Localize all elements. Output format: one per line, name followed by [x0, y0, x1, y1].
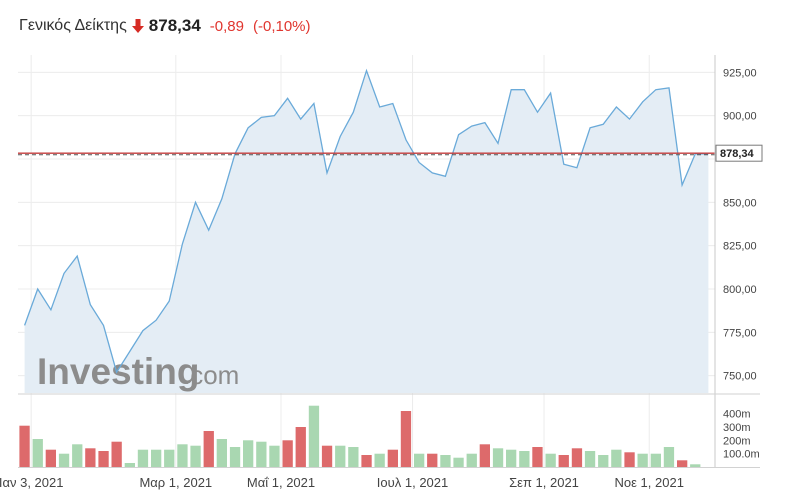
y-tick-label: 850,00 — [723, 197, 757, 209]
volume-bar — [85, 448, 96, 467]
volume-tick-label: 400m — [723, 409, 751, 421]
y-tick-label: 825,00 — [723, 241, 757, 253]
price-area — [24, 70, 709, 393]
volume-bar — [229, 447, 241, 467]
volume-bar — [58, 453, 70, 467]
volume-bar — [690, 464, 701, 467]
chart-frame — [18, 55, 760, 468]
index-change: -0,89 — [209, 17, 244, 35]
watermark-suffix: .com — [183, 360, 239, 390]
volume-bar — [650, 453, 661, 467]
last-price-label: 878,34 — [720, 148, 755, 160]
volume-bar — [282, 440, 293, 467]
volume-bar — [624, 452, 635, 467]
volume-bar — [571, 448, 583, 467]
volume-bar — [216, 439, 227, 467]
volume-bar — [453, 457, 464, 467]
volume-bar — [427, 453, 438, 467]
volume-bar — [190, 445, 201, 467]
x-tick-label: Νοε 1, 2021 — [615, 475, 684, 490]
volume-bar — [321, 445, 333, 467]
volume-bars — [19, 405, 701, 467]
volume-bar — [414, 453, 425, 467]
volume-tick-label: 300m — [723, 422, 751, 434]
volume-bar — [295, 427, 306, 467]
volume-tick-label: 100.0m — [723, 449, 760, 461]
y-tick-label: 925,00 — [723, 67, 757, 79]
volume-bar — [32, 439, 43, 467]
last-price-marker: 878,34 — [715, 144, 763, 162]
index-price: 878,34 — [148, 16, 201, 35]
volume-bar — [111, 441, 122, 467]
volume-bar — [374, 453, 385, 467]
x-tick-label: Ιαν 3, 2021 — [0, 475, 63, 490]
volume-bar — [677, 460, 688, 467]
volume-bar — [492, 448, 504, 467]
volume-bar — [308, 405, 320, 467]
volume-bar — [584, 451, 596, 467]
volume-bar — [203, 431, 214, 467]
x-axis: Ιαν 3, 2021 Μαρ 1, 2021 Μαΐ 1, 2021 Ιουλ 1,… — [0, 475, 684, 490]
volume-bar — [479, 444, 490, 467]
volume-bar — [45, 449, 56, 467]
price-line — [23, 68, 709, 374]
volume-bar — [243, 440, 254, 467]
watermark-brand: Investing — [37, 351, 199, 392]
volume-bar — [19, 425, 30, 467]
volume-bar — [400, 411, 412, 467]
investing-watermark: Investing .com — [37, 351, 239, 392]
volume-tick-label: 200m — [723, 435, 751, 447]
quote-header: Γενικός Δείκτης 878,34 -0,89 (-0,10%) — [19, 13, 311, 39]
volume-bar — [361, 455, 372, 467]
last-price-line — [18, 152, 715, 156]
index-name: Γενικός Δείκτης — [19, 17, 127, 34]
volume-bar — [269, 445, 280, 467]
volume-bar — [98, 451, 109, 467]
volume-bar — [519, 451, 530, 467]
index-change-percent: (-0,10%) — [252, 17, 311, 35]
volume-bar — [598, 455, 609, 467]
y-tick-label: 775,00 — [723, 327, 757, 339]
volume-bar — [151, 449, 162, 467]
volume-bar — [532, 447, 543, 467]
x-tick-label: Ιουλ 1, 2021 — [377, 475, 448, 490]
y-tick-label: 800,00 — [723, 284, 757, 296]
x-tick-label: Σεπ 1, 2021 — [509, 475, 579, 490]
volume-bar — [611, 449, 622, 467]
volume-bar — [177, 444, 188, 467]
volume-bar — [637, 453, 648, 467]
volume-bar — [387, 449, 398, 467]
y-tick-label: 900,00 — [723, 111, 757, 123]
volume-bar — [506, 449, 517, 467]
volume-bar — [466, 453, 477, 467]
x-tick-label: Μαρ 1, 2021 — [139, 475, 212, 490]
y-axis: 750,00 775,00 800,00 825,00 850,00 900,00 925,… — [723, 67, 757, 382]
volume-bar — [72, 444, 83, 467]
volume-bar — [545, 453, 556, 467]
volume-bar — [164, 449, 175, 467]
volume-bar — [348, 447, 359, 467]
arrow-down-icon — [131, 19, 144, 33]
volume-bar — [558, 455, 569, 467]
volume-bar — [137, 449, 149, 467]
y-tick-label: 750,00 — [723, 371, 757, 383]
volume-bar — [663, 447, 675, 467]
volume-bar — [124, 463, 135, 467]
x-tick-label: Μαΐ 1, 2021 — [247, 475, 315, 490]
volume-bar — [256, 441, 267, 467]
volume-bar — [335, 445, 346, 467]
volume-bar — [440, 455, 451, 467]
